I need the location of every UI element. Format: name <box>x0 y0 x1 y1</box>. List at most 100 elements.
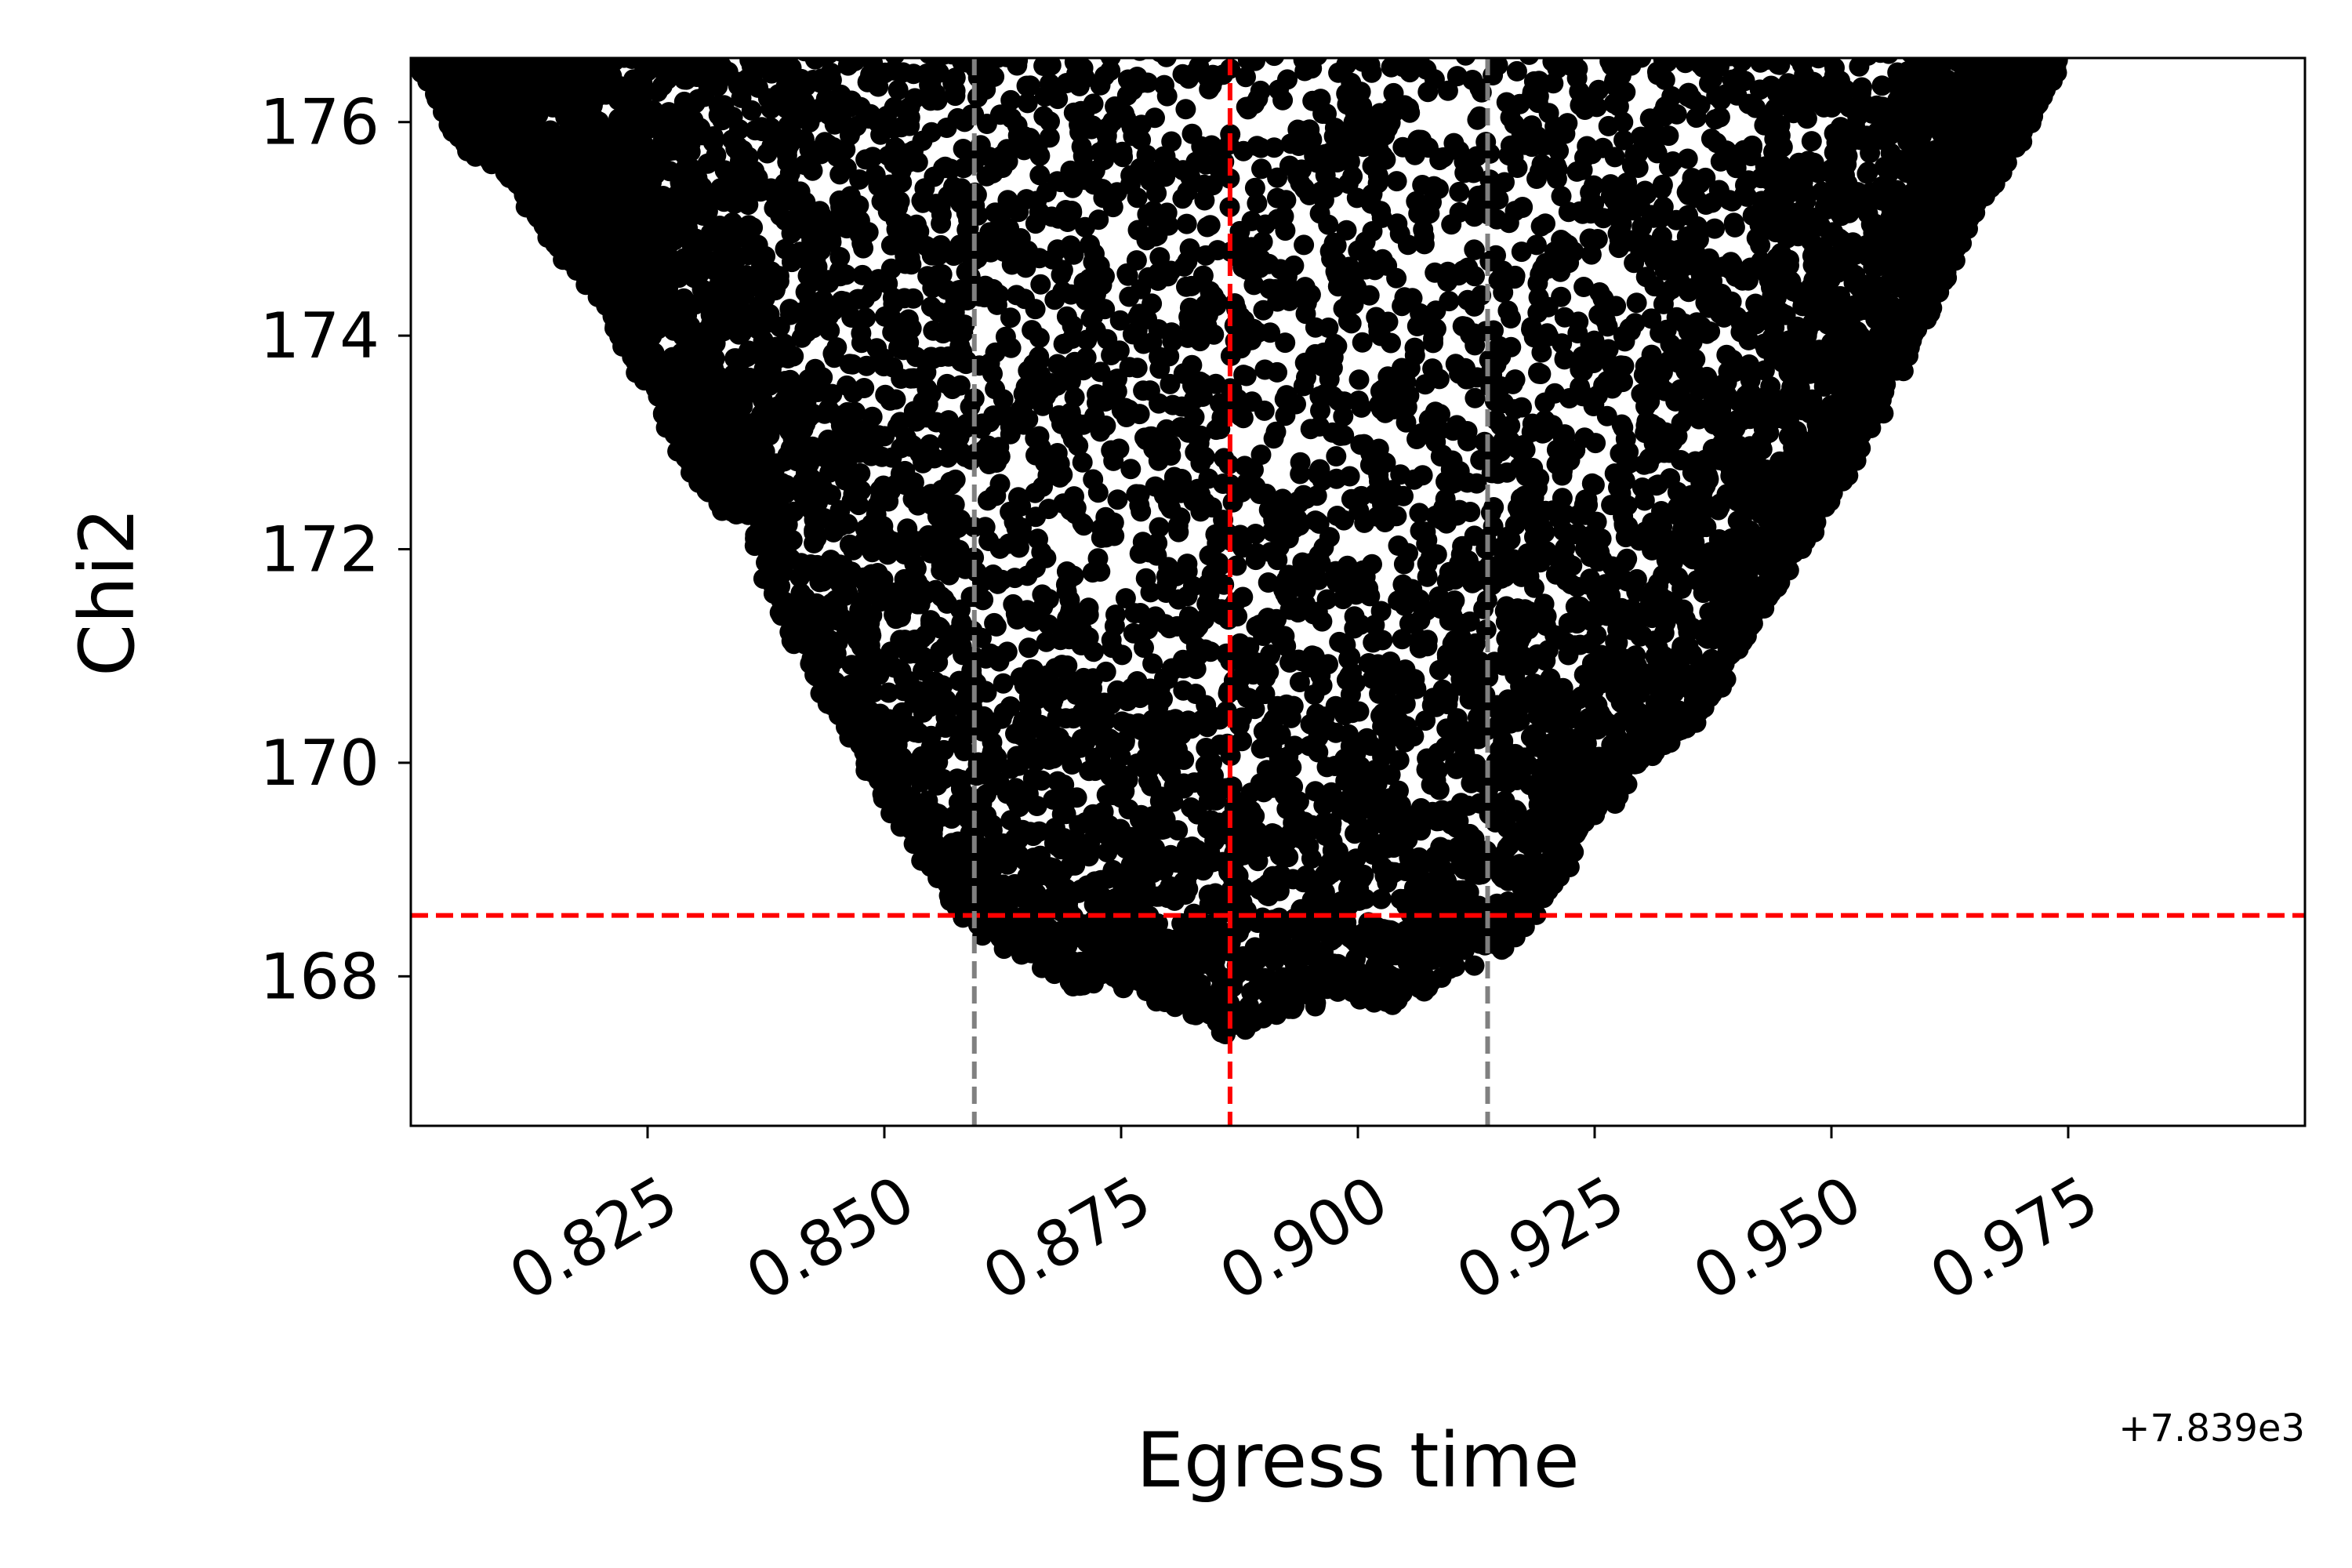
scatter-point <box>2029 19 2049 39</box>
scatter-point <box>1981 25 2002 45</box>
scatter-point <box>953 741 975 761</box>
scatter-point <box>882 34 902 55</box>
scatter-point <box>1040 58 1062 76</box>
scatter-point <box>451 38 471 58</box>
scatter-point <box>446 34 466 54</box>
scatter-point <box>1090 74 1111 96</box>
scatter-point <box>1025 23 1046 43</box>
scatter-point <box>1724 216 1745 238</box>
scatter-point <box>517 37 538 57</box>
scatter-point <box>1764 18 1784 38</box>
scatter-point <box>1936 33 1957 53</box>
scatter-point <box>505 30 525 50</box>
scatter-point <box>1886 58 1897 60</box>
scatter-point <box>2047 22 2067 42</box>
scatter-point <box>1409 503 1430 524</box>
scatter-point <box>647 16 667 37</box>
scatter-point <box>2010 34 2031 55</box>
scatter-point <box>1643 207 1664 228</box>
scatter-point <box>2032 35 2053 56</box>
scatter-point <box>419 31 439 51</box>
scatter-point <box>2016 34 2036 54</box>
scatter-point <box>883 30 903 50</box>
scatter-point <box>641 35 661 56</box>
scatter-point <box>1817 29 1837 49</box>
scatter-point <box>1306 511 1327 532</box>
scatter-point <box>1174 256 1195 277</box>
scatter-point <box>1062 754 1083 775</box>
scatter-point <box>1581 244 1602 265</box>
scatter-point <box>2002 22 2023 42</box>
scatter-point <box>1251 158 1272 180</box>
scatter-point <box>1867 16 1888 37</box>
scatter-point <box>1846 34 1866 55</box>
scatter-point <box>1127 30 1147 50</box>
scatter-point <box>610 36 630 56</box>
scatter-point <box>1386 22 1406 42</box>
scatter-point <box>1562 24 1582 45</box>
scatter-point <box>1924 33 1944 53</box>
scatter-point <box>1585 433 1606 454</box>
scatter-point <box>1063 244 1084 265</box>
scatter-point <box>452 27 472 48</box>
scatter-point <box>2035 20 2056 40</box>
scatter-point <box>619 29 640 49</box>
scatter-point <box>1017 93 1038 114</box>
scatter-point <box>2048 35 2068 56</box>
scatter-point <box>504 23 524 43</box>
scatter-point <box>1531 342 1552 363</box>
scatter-point <box>1042 249 1063 270</box>
scatter-point <box>415 28 435 49</box>
scatter-point <box>439 19 459 39</box>
scatter-point <box>1175 99 1196 120</box>
scatter-point <box>1305 35 1326 56</box>
scatter-point <box>2047 26 2067 46</box>
scatter-point <box>1412 465 1433 486</box>
scatter-point <box>1580 20 1600 40</box>
scatter-point <box>1417 82 1439 103</box>
scatter-point <box>1236 67 1256 88</box>
scatter-point <box>621 27 641 48</box>
scatter-point <box>1370 601 1392 622</box>
scatter-point <box>2039 33 2060 53</box>
scatter-point <box>2048 24 2068 44</box>
scatter-point <box>1598 35 1618 56</box>
scatter-point <box>1926 34 1946 54</box>
scatter-point <box>2023 19 2043 39</box>
scatter-point <box>1127 220 1149 241</box>
scatter-point <box>470 23 491 43</box>
scatter-point <box>1010 16 1030 37</box>
scatter-point <box>2040 19 2060 39</box>
scatter-point <box>1987 58 1994 59</box>
scatter-point <box>1149 517 1170 538</box>
scatter-point <box>1986 25 2006 45</box>
scatter-point <box>818 398 839 419</box>
scatter-point <box>426 24 447 45</box>
scatter-point <box>1475 619 1497 641</box>
scatter-point <box>577 32 597 53</box>
scatter-point <box>1047 33 1067 53</box>
scatter-point <box>501 29 521 49</box>
scatter-point <box>2027 28 2048 49</box>
scatter-point <box>1326 446 1347 466</box>
scatter-point <box>646 37 666 57</box>
scatter-point <box>1972 58 1981 60</box>
scatter-point <box>445 28 465 49</box>
scatter-point <box>1806 27 1827 47</box>
scatter-point <box>468 36 488 56</box>
scatter-point <box>1425 300 1446 321</box>
scatter-point <box>989 538 1011 559</box>
scatter-point <box>2040 34 2060 54</box>
scatter-point <box>825 16 845 36</box>
scatter-points <box>411 16 2068 1044</box>
scatter-point <box>1338 35 1358 56</box>
scatter-point <box>417 17 437 38</box>
scatter-point <box>1539 27 1559 48</box>
scatter-point <box>1507 158 1528 178</box>
scatter-point <box>724 32 745 53</box>
scatter-point <box>1460 27 1480 47</box>
scatter-point <box>417 38 437 58</box>
scatter-point <box>466 24 486 45</box>
scatter-point <box>1766 20 1786 41</box>
scatter-point <box>1437 80 1458 101</box>
